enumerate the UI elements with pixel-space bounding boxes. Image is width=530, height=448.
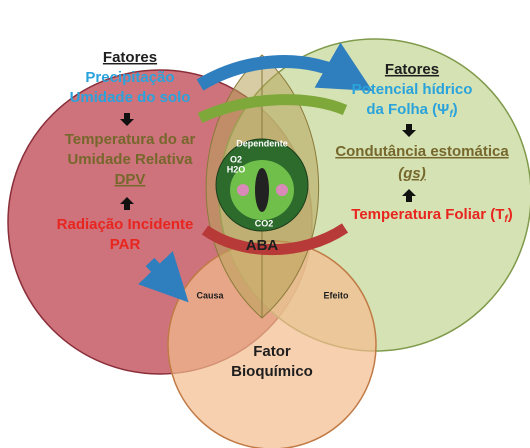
left-line: Temperatura do ar: [65, 131, 196, 148]
left-line: Umidade Relativa: [67, 151, 193, 168]
label-co2: CO2: [255, 218, 274, 228]
bottom-line: Bioquímico: [231, 363, 313, 380]
label-dependent: Dependente: [236, 138, 288, 148]
text: da Folha (Ψ: [366, 101, 449, 118]
right-title: Fatores: [385, 61, 439, 78]
left-line: PAR: [110, 236, 141, 253]
nucleus: [237, 184, 249, 196]
right-line: da Folha (Ψf): [366, 101, 457, 120]
left-line: Umidade do solo: [70, 89, 191, 106]
text: Temperatura Foliar (T: [351, 206, 504, 223]
right-line: Temperatura Foliar (Tf): [351, 206, 512, 225]
left-line: DPV: [115, 171, 146, 188]
label-o2: O2: [230, 154, 242, 164]
venn-diagram: Dependente O2 H2O CO2 ABA Causa Efeito F…: [0, 0, 530, 448]
left-line: Precipitação: [85, 69, 174, 86]
right-line: Potencial hídrico: [352, 81, 473, 98]
text: ): [508, 206, 513, 223]
label-h2o: H2O: [227, 164, 246, 174]
text: ): [453, 101, 458, 118]
nucleus: [276, 184, 288, 196]
left-title: Fatores: [103, 49, 157, 66]
right-line: (gs): [398, 165, 426, 182]
left-line: Radiação Incidente: [57, 216, 194, 233]
bottom-line: Fator: [253, 343, 291, 360]
label-cause: Causa: [196, 290, 224, 300]
stoma-pore: [255, 168, 269, 212]
right-line: Condutância estomática: [335, 143, 509, 160]
label-effect: Efeito: [323, 290, 349, 300]
label-aba: ABA: [246, 237, 279, 254]
